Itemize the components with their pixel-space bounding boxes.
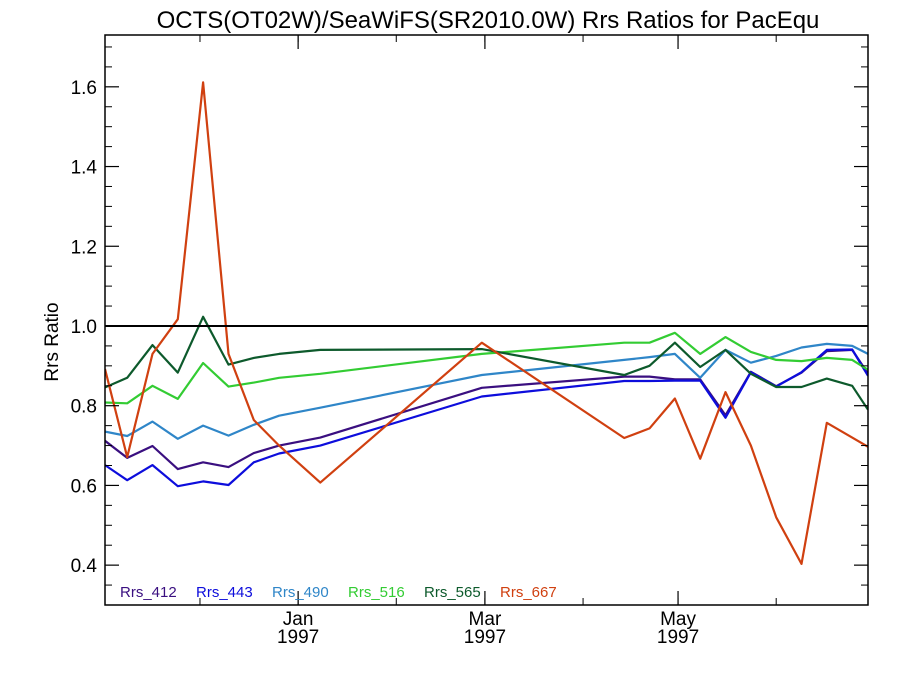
legend-entry-rrs-490: Rrs_490: [272, 584, 329, 601]
y-axis: 0.4 0.6 0.8 1.0 1.2 1.4 1.6: [71, 46, 868, 586]
series-layer: [105, 81, 868, 566]
legend-entry-rrs-565: Rrs_565: [424, 584, 481, 601]
legend-entry-rrs-516: Rrs_516: [348, 584, 405, 601]
x-tick-label-month: May: [660, 609, 696, 630]
chart-title: OCTS(OT02W)/SeaWiFS(SR2010.0W) Rrs Ratio…: [157, 7, 820, 34]
series-line-rrs-565: [105, 315, 868, 411]
y-tick-label: 1.4: [71, 158, 98, 179]
legend-entry-rrs-412: Rrs_412: [120, 584, 177, 601]
y-tick-label: 0.6: [71, 476, 97, 497]
y-axis-label: Rrs Ratio: [42, 302, 63, 381]
legend-entry-rrs-443: Rrs_443: [196, 584, 253, 601]
y-tick-label: 0.8: [71, 397, 97, 418]
series-line-rrs-516: [105, 331, 868, 405]
series-line-rrs-667: [105, 81, 868, 566]
y-tick-label: 1.6: [71, 78, 97, 99]
series-line-rrs-490: [105, 342, 868, 440]
series-line-rrs-443: [105, 348, 868, 488]
legend-entry-rrs-667: Rrs_667: [500, 584, 557, 601]
y-tick-label: 1.0: [71, 317, 97, 338]
legend: Rrs_412 Rrs_443 Rrs_490 Rrs_516 Rrs_565 Rrs_6…: [120, 584, 557, 601]
y-tick-label: 1.2: [71, 237, 97, 258]
x-tick-label-year: 1997: [277, 627, 319, 648]
y-tick-label: 0.4: [71, 556, 98, 577]
x-tick-label-month: Mar: [469, 609, 502, 630]
x-tick-label-month: Jan: [283, 609, 314, 630]
x-tick-label-year: 1997: [657, 627, 699, 648]
x-tick-label-year: 1997: [464, 627, 506, 648]
plot-frame: [104, 34, 869, 606]
